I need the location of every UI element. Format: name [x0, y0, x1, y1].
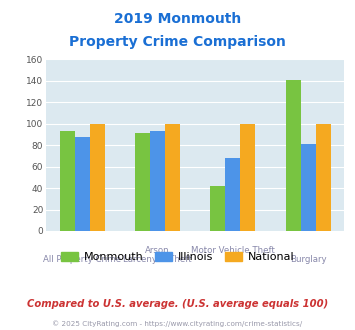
Bar	[90, 124, 105, 231]
Text: Property Crime Comparison: Property Crime Comparison	[69, 35, 286, 49]
Text: © 2025 CityRating.com - https://www.cityrating.com/crime-statistics/: © 2025 CityRating.com - https://www.city…	[53, 321, 302, 327]
Text: Motor Vehicle Theft: Motor Vehicle Theft	[191, 246, 275, 255]
Bar	[316, 124, 331, 231]
Bar	[240, 124, 256, 231]
Bar	[75, 137, 90, 231]
Bar	[225, 158, 240, 231]
Text: Larceny & Theft: Larceny & Theft	[123, 255, 192, 264]
Bar	[301, 144, 316, 231]
Bar	[286, 80, 301, 231]
Bar	[210, 186, 225, 231]
Bar	[165, 124, 180, 231]
Text: Compared to U.S. average. (U.S. average equals 100): Compared to U.S. average. (U.S. average …	[27, 299, 328, 309]
Bar	[135, 133, 150, 231]
Text: All Property Crime: All Property Crime	[43, 255, 121, 264]
Bar	[60, 131, 75, 231]
Text: Burglary: Burglary	[290, 255, 327, 264]
Legend: Monmouth, Illinois, National: Monmouth, Illinois, National	[56, 248, 299, 267]
Bar	[150, 131, 165, 231]
Text: 2019 Monmouth: 2019 Monmouth	[114, 12, 241, 25]
Text: Arson: Arson	[145, 246, 170, 255]
